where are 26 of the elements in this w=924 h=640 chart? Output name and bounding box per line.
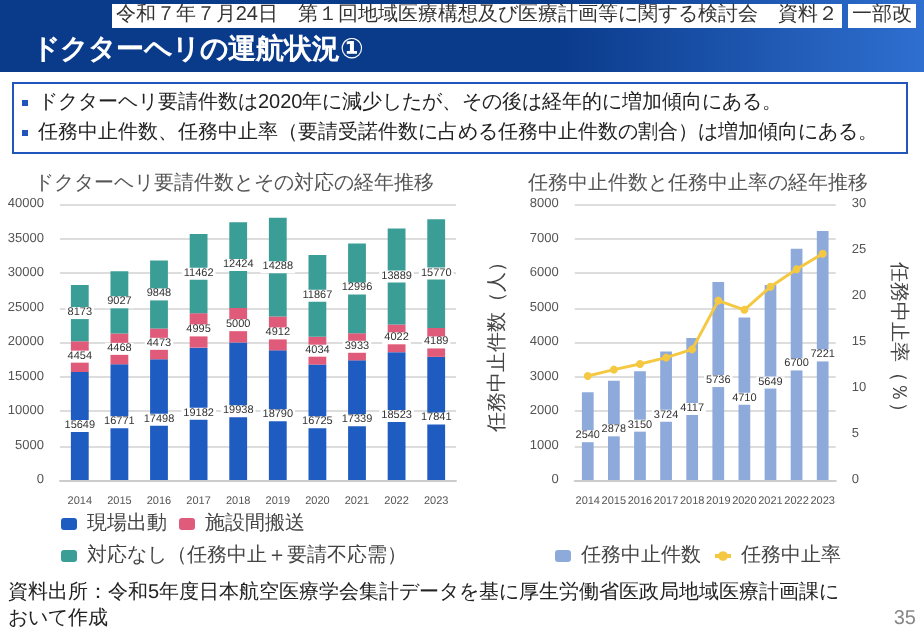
point <box>792 265 801 274</box>
chart-title: ドクターヘリ要請件数とその対応の経年推移 <box>34 171 434 195</box>
text: 一部改 <box>848 4 916 28</box>
legend-label: 対応なし（任務中止＋要請不応需） <box>87 543 407 567</box>
point <box>635 360 644 369</box>
text: 令和７年７月24日 第１回地域医療構想及び医療計画等に関する検討会 資料２ <box>111 4 842 28</box>
legend-label: 任務中止件数 <box>579 543 701 567</box>
point <box>818 249 827 258</box>
text: 任務中止件数、任務中止率（要請受諾件数に占める任務中止件数の割合）は増加傾向にある。 <box>36 119 880 148</box>
legend-label: 現場出動 <box>87 511 167 535</box>
point <box>583 372 592 381</box>
chart-title: 任務中止件数と任務中止率の経年推移 <box>526 171 868 195</box>
point <box>662 353 671 362</box>
y-axis-title: 任務中止件数（人） <box>485 252 509 434</box>
text: ドクターヘリ要請件数は2020年に減少したが、その後は経年的に増加傾向にある。 <box>36 89 785 118</box>
point <box>766 282 775 291</box>
text: 資料出所：令和5年度日本航空医療学会集計データを基に厚生労働省医政局地域医療計画課において作成 <box>8 580 842 632</box>
point <box>609 365 618 374</box>
legend-label: 施設間搬送 <box>205 511 305 535</box>
legend-label: 任務中止率 <box>739 543 841 567</box>
point <box>688 345 697 354</box>
point <box>740 305 749 314</box>
text: 35 <box>893 606 916 632</box>
text: ドクターヘリの運航状況① <box>32 32 364 68</box>
point <box>714 296 723 305</box>
y2-axis-title: 任務中止率（％） <box>887 260 911 422</box>
